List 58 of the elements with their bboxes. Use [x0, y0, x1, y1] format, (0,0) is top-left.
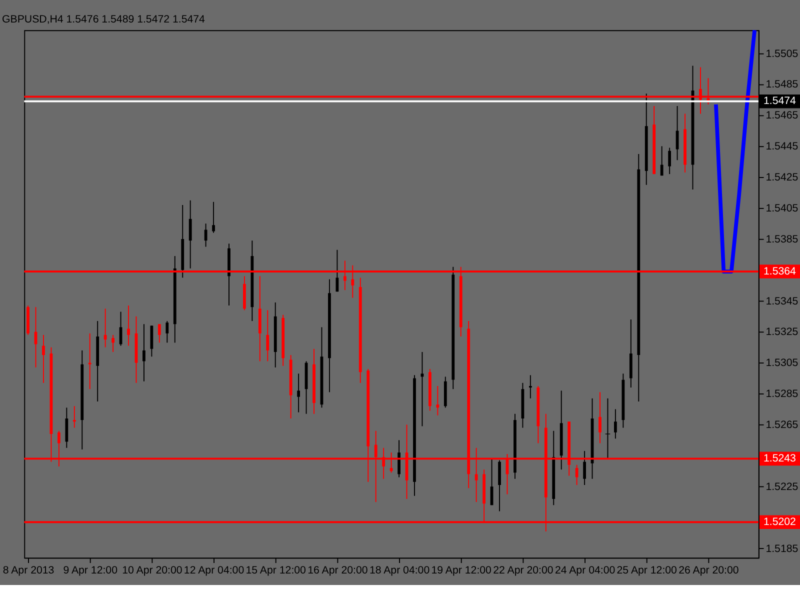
candlestick — [72, 406, 76, 428]
x-tick-label: 15 Apr 12:00 — [246, 564, 306, 577]
chart-title: GBPUSD,H4 1.5476 1.5489 1.5472 1.5474 — [2, 13, 206, 26]
x-tick-label: 8 Apr 2013 — [2, 564, 54, 577]
candlestick — [668, 147, 672, 175]
y-tick-label: 1.5285 — [766, 388, 798, 400]
y-tick-label: 1.5305 — [766, 357, 798, 370]
candlestick — [127, 305, 130, 346]
candlestick — [88, 332, 92, 390]
x-tick-label: 10 Apr 20:00 — [122, 564, 182, 577]
x-tick-label: 19 Apr 12:00 — [431, 564, 492, 577]
x-tick-label: 26 Apr 20:00 — [678, 564, 739, 577]
candlestick — [65, 407, 68, 448]
y-tick-label: 1.5325 — [766, 326, 798, 338]
x-tick-label: 22 Apr 20:00 — [493, 564, 554, 577]
y-tick-label: 1.5265 — [766, 419, 798, 432]
y-tick-label: 1.5445 — [766, 140, 798, 153]
ref-line-label: 1.5243 — [763, 452, 796, 465]
line-series — [714, 28, 757, 274]
candlestick — [498, 460, 501, 512]
candlestick — [660, 146, 664, 176]
y-tick-label: 1.5425 — [766, 172, 798, 184]
candlestick — [398, 440, 400, 478]
y-tick-label: 1.5485 — [766, 78, 798, 91]
candlestick — [142, 324, 146, 382]
candlestick — [158, 324, 161, 344]
candlestick — [112, 334, 114, 352]
candlestick — [598, 392, 602, 444]
ref-line-label: 1.5474 — [763, 95, 796, 108]
y-tick-label: 1.5505 — [766, 48, 798, 60]
y-tick-label: 1.5225 — [766, 480, 798, 493]
candlestick — [575, 464, 578, 486]
candlestick — [528, 374, 532, 399]
y-tick-label: 1.5385 — [766, 233, 798, 246]
candlestick — [336, 249, 339, 292]
candlestick — [212, 201, 215, 234]
y-tick-label: 1.5185 — [766, 542, 798, 555]
candlestick — [188, 200, 192, 269]
ref-line-label: 1.5364 — [763, 265, 796, 278]
candlestick — [583, 450, 586, 486]
x-tick-label: 16 Apr 20:00 — [308, 564, 368, 577]
y-tick-label: 1.5465 — [766, 110, 798, 122]
x-tick-label: 9 Apr 12:00 — [63, 564, 118, 577]
candlestick — [150, 325, 154, 358]
x-tick-label: 18 Apr 04:00 — [369, 564, 430, 577]
candlestick — [266, 310, 270, 362]
candlestick — [614, 408, 617, 440]
y-tick-label: 1.5345 — [766, 295, 798, 308]
ref-line-label: 1.5202 — [763, 516, 796, 528]
candlestick — [104, 308, 107, 348]
candlestick — [297, 373, 300, 413]
y-tick-label: 1.5405 — [766, 202, 798, 214]
x-tick-label: 12 Apr 04:00 — [184, 564, 244, 577]
x-tick-label: 25 Apr 12:00 — [616, 564, 678, 577]
candlestick — [42, 334, 45, 384]
candlestick — [166, 320, 169, 344]
candlestick — [436, 386, 440, 416]
x-tick-label: 24 Apr 04:00 — [554, 564, 616, 577]
